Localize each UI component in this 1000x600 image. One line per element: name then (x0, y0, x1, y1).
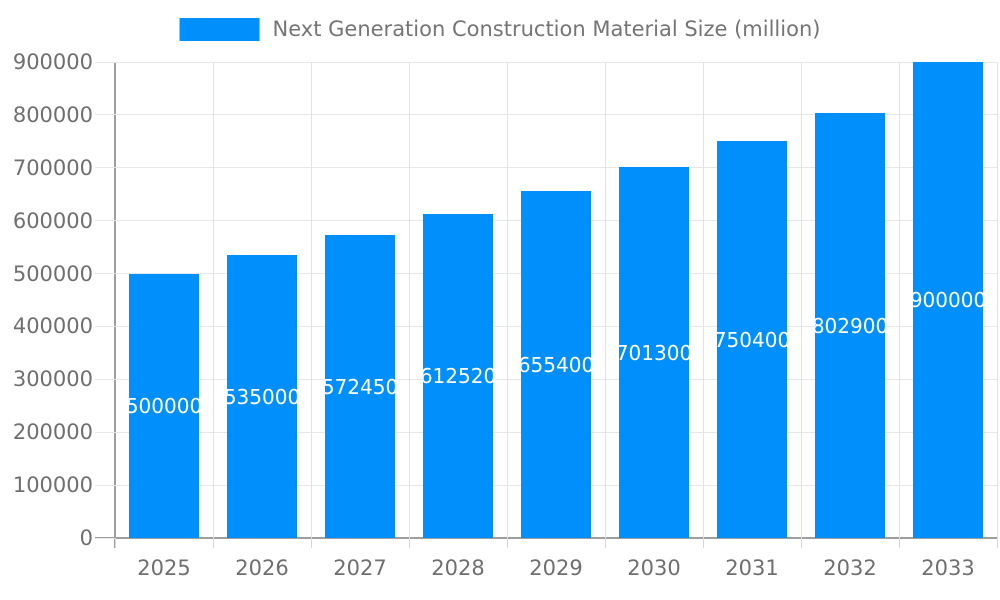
bar-value-label-2032: 802900 (815, 313, 885, 338)
x-axis-label-2032: 2032 (823, 556, 877, 580)
v-gridline (212, 62, 214, 538)
v-gridline (506, 62, 508, 538)
y-axis-label: 300000 (12, 367, 93, 392)
x-axis-label-2030: 2030 (627, 556, 681, 580)
legend-label: Next Generation Construction Material Si… (272, 17, 821, 41)
h-gridline (95, 61, 997, 63)
y-axis-label: 500000 (12, 261, 93, 286)
bar-value-label-2027: 572450 (325, 374, 395, 399)
x-axis-label-2031: 2031 (725, 556, 779, 580)
x-axis-label-2026: 2026 (235, 556, 289, 580)
y-axis-line (114, 62, 116, 548)
x-axis-label-2028: 2028 (431, 556, 485, 580)
bar-value-label-2031: 750400 (717, 327, 787, 352)
x-axis-tick (310, 538, 312, 548)
bar-2033[interactable]: 900000 (913, 62, 983, 538)
v-gridline (408, 62, 410, 538)
bar-2030[interactable]: 701300 (619, 167, 689, 538)
x-axis-tick (212, 538, 214, 548)
x-axis-tick (506, 538, 508, 548)
v-gridline (800, 62, 802, 538)
x-axis-line (95, 537, 997, 539)
x-axis-tick (996, 538, 998, 548)
bar-2028[interactable]: 612520 (423, 214, 493, 538)
x-axis-label-2027: 2027 (333, 556, 387, 580)
bar-2025[interactable]: 500000 (129, 273, 199, 538)
y-axis-label: 200000 (12, 420, 93, 445)
h-gridline (95, 167, 997, 169)
bar-2026[interactable]: 535000 (227, 255, 297, 538)
x-axis-label-2029: 2029 (529, 556, 583, 580)
bar-value-label-2026: 535000 (227, 384, 297, 409)
x-axis-tick (114, 538, 116, 548)
bar-2027[interactable]: 572450 (325, 235, 395, 538)
legend-item[interactable]: Next Generation Construction Material Si… (179, 17, 821, 41)
x-axis-tick (898, 538, 900, 548)
bar-2029[interactable]: 655400 (521, 191, 591, 538)
y-axis-label: 800000 (12, 102, 93, 127)
bar-value-label-2029: 655400 (521, 352, 591, 377)
v-gridline (702, 62, 704, 538)
y-axis-label: 0 (79, 526, 93, 550)
bar-value-label-2028: 612520 (423, 364, 493, 389)
bar-2031[interactable]: 750400 (717, 141, 787, 538)
y-axis-label: 700000 (12, 155, 93, 180)
h-gridline (95, 537, 115, 539)
legend-swatch (179, 17, 260, 41)
bar-value-label-2025: 500000 (129, 393, 199, 418)
x-axis-label-2033: 2033 (921, 556, 975, 580)
y-axis-label: 900000 (12, 50, 93, 74)
v-gridline (310, 62, 312, 538)
bar-value-label-2030: 701300 (619, 340, 689, 365)
h-gridline (95, 114, 997, 116)
bar-2032[interactable]: 802900 (815, 113, 885, 538)
x-axis-tick (702, 538, 704, 548)
bar-value-label-2033: 900000 (913, 288, 983, 312)
v-gridline (898, 62, 900, 538)
plot-area: 500000 535000 572450 612520 655400 701300 7504… (95, 61, 998, 548)
x-axis-tick (604, 538, 606, 548)
v-gridline (604, 62, 606, 538)
x-axis-label-2025: 2025 (137, 556, 191, 580)
x-axis-tick (408, 538, 410, 548)
v-gridline (996, 62, 998, 538)
y-axis-label: 400000 (12, 314, 93, 339)
y-axis-label: 600000 (12, 208, 93, 233)
y-axis-label: 100000 (12, 473, 93, 498)
x-axis-tick (800, 538, 802, 548)
